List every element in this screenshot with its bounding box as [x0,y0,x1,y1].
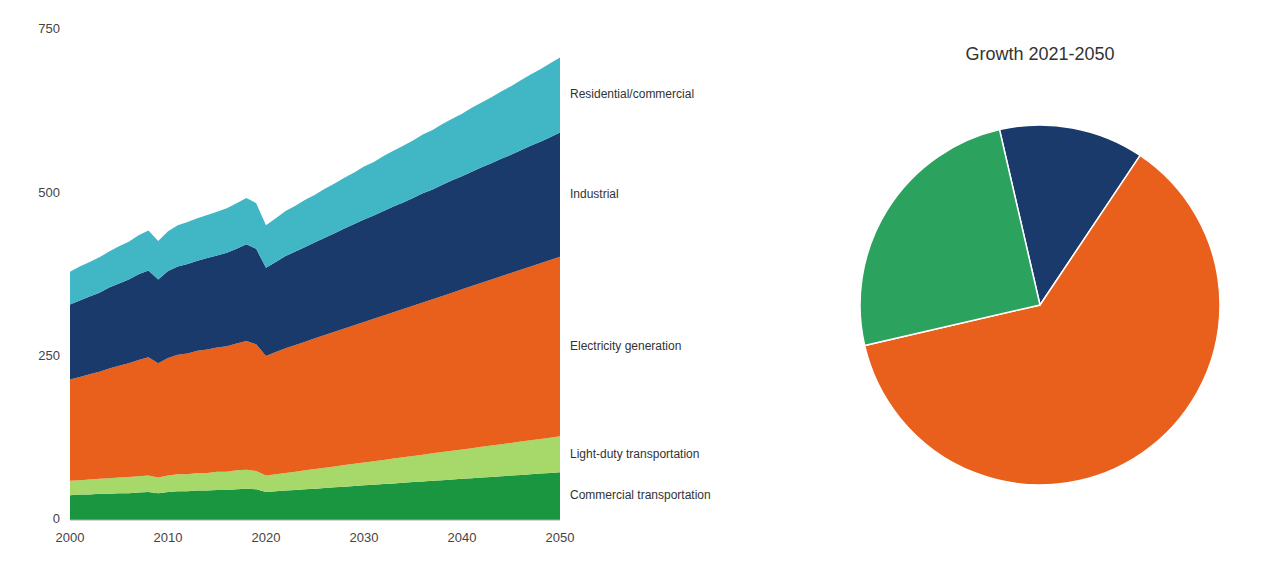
series-label: Industrial [570,187,619,201]
plot-area [70,57,560,520]
area-band [70,57,560,304]
pie-chart: Growth 2021-2050 [860,44,1220,485]
x-tick-label: 2020 [252,530,281,545]
background [0,0,1280,578]
series-label: Electricity generation [570,339,681,353]
y-tick-label: 250 [38,348,60,363]
series-label: Commercial transportation [570,488,711,502]
chart-canvas: 0 250 500 750 2000 2010 2020 2030 2040 2050 Commer… [0,0,1280,578]
chart-title: Growth 2021-2050 [965,44,1114,64]
y-tick-label: 750 [38,21,60,36]
x-tick-label: 2000 [56,530,85,545]
x-tick-label: 2030 [350,530,379,545]
x-axis-line [70,520,560,521]
x-tick-label: 2050 [546,530,575,545]
y-tick-label: 500 [38,185,60,200]
series-label: Residential/commercial [570,87,694,101]
y-tick-label: 0 [53,511,60,526]
x-tick-label: 2040 [448,530,477,545]
x-tick-label: 2010 [154,530,183,545]
area-chart: 0 250 500 750 2000 2010 2020 2030 2040 2050 Commer… [38,21,710,545]
pie-slice [860,130,1040,346]
series-label: Light-duty transportation [570,447,699,461]
